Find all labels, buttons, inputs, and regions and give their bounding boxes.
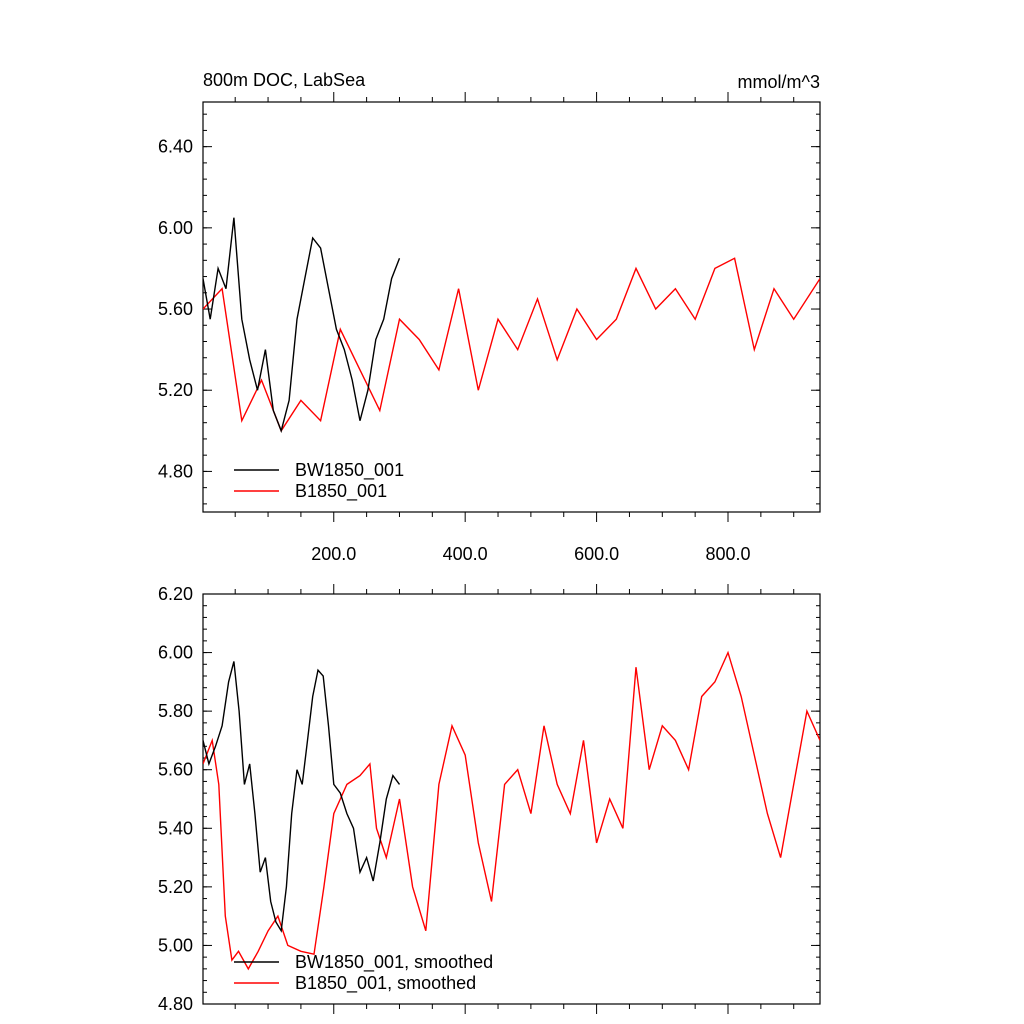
series-line-1 xyxy=(203,257,820,433)
y-tick-label: 5.20 xyxy=(158,380,193,400)
top-panel: 4.80 5.20 5.60 6.00 6.40 200.0 400.0 600.0 800.0… xyxy=(158,70,821,564)
y-tick-label: 6.00 xyxy=(158,218,193,238)
y-tick-label: 6.20 xyxy=(158,584,193,604)
plot-frame xyxy=(202,101,821,513)
y-tick-label: 5.60 xyxy=(158,760,193,780)
y-tick-label: 5.20 xyxy=(158,877,193,897)
y-tick-label: 6.40 xyxy=(158,137,193,157)
y-tick-label: 5.40 xyxy=(158,818,193,838)
plot-frame xyxy=(202,593,821,1005)
x-tick-label: 600.0 xyxy=(574,544,619,564)
y-tick-label: 6.00 xyxy=(158,643,193,663)
legend-label-1: B1850_001 xyxy=(295,481,387,502)
legend-label-1: B1850_001, smoothed xyxy=(295,973,476,994)
x-tick-label: 200.0 xyxy=(311,544,356,564)
y-tick-label: 4.80 xyxy=(158,461,193,481)
series-line-1 xyxy=(203,650,820,971)
y-tick-label: 5.80 xyxy=(158,701,193,721)
legend-label-0: BW1850_001 xyxy=(295,460,404,481)
series-line-0 xyxy=(203,217,401,434)
y-tick-label: 5.60 xyxy=(158,299,193,319)
legend-label-0: BW1850_001, smoothed xyxy=(295,952,493,973)
bottom-panel: 4.80 5.00 5.20 5.40 5.60 5.80 6.00 6.20 BW1850_0… xyxy=(158,584,821,1014)
units-label: mmol/m^3 xyxy=(738,72,820,92)
y-tick-label: 5.00 xyxy=(158,935,193,955)
x-tick-label: 800.0 xyxy=(705,544,750,564)
x-tick-label: 400.0 xyxy=(443,544,488,564)
y-tick-label: 4.80 xyxy=(158,994,193,1014)
chart-title: 800m DOC, LabSea xyxy=(203,70,366,90)
series-line-0 xyxy=(203,661,401,933)
